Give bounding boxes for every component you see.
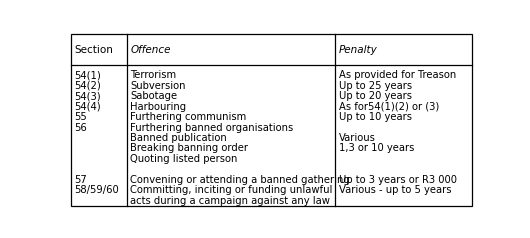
Text: 54(2): 54(2)	[74, 81, 101, 91]
Text: acts during a campaign against any law: acts during a campaign against any law	[130, 196, 330, 206]
Text: Subversion: Subversion	[130, 81, 186, 91]
Text: 56: 56	[74, 123, 87, 133]
Text: Up to 25 years: Up to 25 years	[339, 81, 412, 91]
Text: 55: 55	[74, 112, 87, 122]
Text: Terrorism: Terrorism	[130, 70, 176, 80]
Text: 1,3 or 10 years: 1,3 or 10 years	[339, 144, 414, 154]
Text: Various - up to 5 years: Various - up to 5 years	[339, 185, 451, 195]
Text: 54(3): 54(3)	[74, 91, 101, 101]
Text: Quoting listed person: Quoting listed person	[130, 154, 237, 164]
Text: Up to 3 years or R3 000: Up to 3 years or R3 000	[339, 175, 456, 185]
Text: As provided for Treason: As provided for Treason	[339, 70, 456, 80]
Text: Furthering banned organisations: Furthering banned organisations	[130, 123, 294, 133]
Text: Committing, inciting or funding unlawful: Committing, inciting or funding unlawful	[130, 185, 333, 195]
Text: Up to 20 years: Up to 20 years	[339, 91, 412, 101]
Text: Sabotage: Sabotage	[130, 91, 178, 101]
Text: Offence: Offence	[130, 45, 171, 55]
Text: Harbouring: Harbouring	[130, 102, 187, 112]
Text: 54(1): 54(1)	[74, 70, 101, 80]
Text: As for54(1)(2) or (3): As for54(1)(2) or (3)	[339, 102, 439, 112]
Text: Banned publication: Banned publication	[130, 133, 227, 143]
Text: 58/59/60: 58/59/60	[74, 185, 119, 195]
Text: Various: Various	[339, 133, 375, 143]
Text: 57: 57	[74, 175, 87, 185]
Text: Up to 10 years: Up to 10 years	[339, 112, 412, 122]
Text: Breaking banning order: Breaking banning order	[130, 144, 249, 154]
Text: Penalty: Penalty	[339, 45, 377, 55]
Text: Convening or attending a banned gathering: Convening or attending a banned gatherin…	[130, 175, 350, 185]
Text: Section: Section	[74, 45, 113, 55]
Text: 54(4): 54(4)	[74, 102, 101, 112]
Text: Furthering communism: Furthering communism	[130, 112, 246, 122]
